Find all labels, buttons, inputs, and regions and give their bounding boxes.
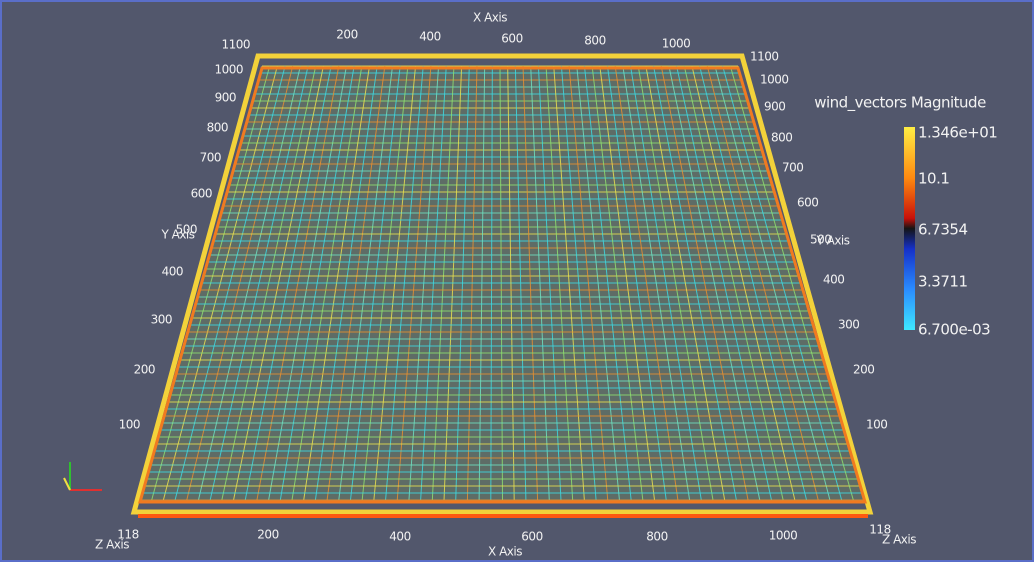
- axis-title: X Axis: [473, 11, 507, 25]
- axis-title: Z Axis: [95, 538, 129, 552]
- tick-label: 900: [215, 91, 236, 105]
- tick-label: 800: [207, 121, 228, 135]
- mesh-line: [660, 65, 749, 501]
- tick-label: 600: [501, 32, 522, 46]
- tick-label: 200: [853, 363, 874, 377]
- mesh-line: [560, 65, 597, 501]
- tick-label: 900: [764, 100, 785, 114]
- tick-label: 500: [810, 233, 831, 247]
- axis-title: Y Axis: [815, 234, 849, 248]
- tick-label: 400: [419, 30, 440, 44]
- mesh-line: [729, 65, 854, 501]
- tick-label: 118: [869, 523, 890, 537]
- labels: X Axis 200 400 600 800 1000 1100 1000 900 800 700 6…: [95, 11, 998, 559]
- tick-label: 800: [646, 530, 667, 544]
- mesh-line: [714, 65, 831, 501]
- tick-label: 500: [176, 223, 197, 237]
- tick-label: 800: [584, 34, 605, 48]
- axis-title: Z Axis: [882, 533, 916, 547]
- tick-label: 1000: [769, 529, 798, 543]
- tick-label: 1000: [214, 63, 243, 77]
- tick-label: 400: [389, 530, 410, 544]
- tick-label: 118: [117, 528, 138, 542]
- axis-z: [63, 477, 71, 491]
- mesh-line: [583, 65, 632, 501]
- mesh-line: [668, 65, 761, 501]
- tick-label: 200: [336, 28, 357, 42]
- mesh-line: [676, 65, 772, 501]
- mesh-border: [130, 53, 874, 515]
- mesh-line: [699, 65, 808, 501]
- mesh-line: [622, 65, 691, 501]
- mesh-line: [691, 65, 796, 501]
- mesh-line: [606, 65, 667, 501]
- mesh-line: [568, 65, 609, 501]
- tick-label: 600: [521, 530, 542, 544]
- tick-label: 400: [823, 273, 844, 287]
- tick-label: 600: [797, 196, 818, 210]
- mesh-line: [507, 65, 515, 501]
- mesh-line: [722, 65, 843, 501]
- legend-label: 3.3711: [918, 273, 968, 291]
- mesh-line: [683, 65, 784, 501]
- tick-label: 300: [151, 313, 172, 327]
- mesh-line: [637, 65, 714, 501]
- legend-label: 6.700e-03: [918, 321, 990, 339]
- tick-label: 700: [782, 161, 803, 175]
- mesh: [130, 53, 874, 518]
- mesh-line: [537, 65, 562, 501]
- legend-label: 6.7354: [918, 221, 968, 239]
- tick-label: 200: [257, 528, 278, 542]
- tick-label: 300: [838, 318, 859, 332]
- mesh-line: [530, 65, 550, 501]
- tick-label: 600: [191, 187, 212, 201]
- mesh-line: [653, 65, 737, 501]
- mesh-line: [545, 65, 574, 501]
- axis-title: X Axis: [488, 545, 522, 559]
- tick-label: 100: [866, 418, 887, 432]
- tick-label: 100: [119, 418, 140, 432]
- mesh-line: [706, 65, 819, 501]
- mesh-line: [522, 65, 539, 501]
- legend-title: wind_vectors Magnitude: [814, 94, 986, 113]
- legend-label: 1.346e+01: [918, 124, 997, 142]
- color-bar: [904, 127, 915, 330]
- tick-label: 200: [134, 363, 155, 377]
- tick-label: 400: [162, 265, 183, 279]
- tick-label: 800: [771, 131, 792, 145]
- tick-label: 1000: [662, 37, 691, 51]
- mesh-line: [553, 65, 585, 501]
- mesh-border: [138, 66, 868, 504]
- tick-label: 700: [200, 151, 221, 165]
- orientation-axes: [63, 462, 102, 491]
- mesh-line: [599, 65, 656, 501]
- legend-label: 10.1: [918, 170, 949, 188]
- mesh-line: [514, 65, 527, 501]
- mesh-line: [591, 65, 644, 501]
- tick-label: 1000: [760, 73, 789, 87]
- mesh-line: [614, 65, 679, 501]
- mesh-line: [576, 65, 620, 501]
- mesh-line: [645, 65, 726, 501]
- tick-label: 1100: [221, 38, 250, 52]
- tick-label: 1100: [750, 50, 779, 64]
- mesh-line: [630, 65, 702, 501]
- axis-title: Y Axis: [160, 228, 194, 242]
